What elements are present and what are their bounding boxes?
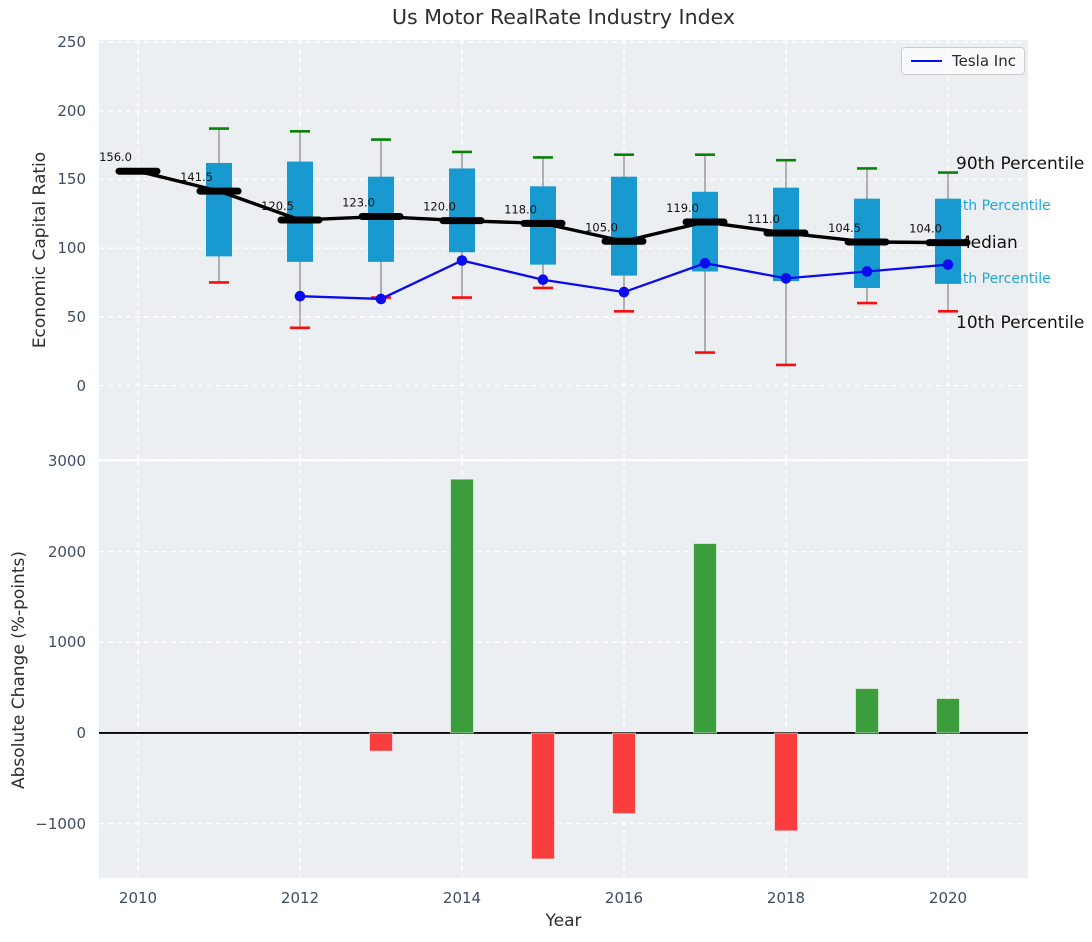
ytick-top: 200 <box>57 101 86 120</box>
xtick-year: 2016 <box>604 889 644 907</box>
chart-title: Us Motor RealRate Industry Index <box>392 5 735 29</box>
ytick-bottom: 0 <box>76 723 86 742</box>
xtick-year: 2014 <box>442 889 482 907</box>
xtick-year: 2010 <box>118 889 158 907</box>
ytick-top: 150 <box>57 170 86 189</box>
ytick-bottom: −1000 <box>35 814 86 833</box>
ytick-top: 0 <box>76 376 86 395</box>
tesla-line-swatch-icon <box>911 60 942 62</box>
ytick-bottom: 2000 <box>47 542 86 561</box>
ytick-top: 250 <box>57 33 86 52</box>
y-axis-label-bottom: Absolute Change (%-points) <box>9 550 29 789</box>
top-plot-area <box>99 40 1028 459</box>
ytick-bottom: 3000 <box>47 452 86 470</box>
bottom-plot-area <box>99 461 1028 878</box>
xtick-year: 2018 <box>766 889 806 907</box>
x-axis-label: Year <box>545 911 582 931</box>
ytick-bottom: 1000 <box>47 633 86 652</box>
xtick-year: 2012 <box>280 889 320 907</box>
legend: Tesla Inc <box>901 47 1025 75</box>
ytick-top: 100 <box>57 239 86 258</box>
legend-label: Tesla Inc <box>952 52 1016 70</box>
y-axis-label-top: Economic Capital Ratio <box>30 151 50 348</box>
ytick-top: 50 <box>66 307 86 326</box>
xtick-year: 2020 <box>928 889 968 907</box>
